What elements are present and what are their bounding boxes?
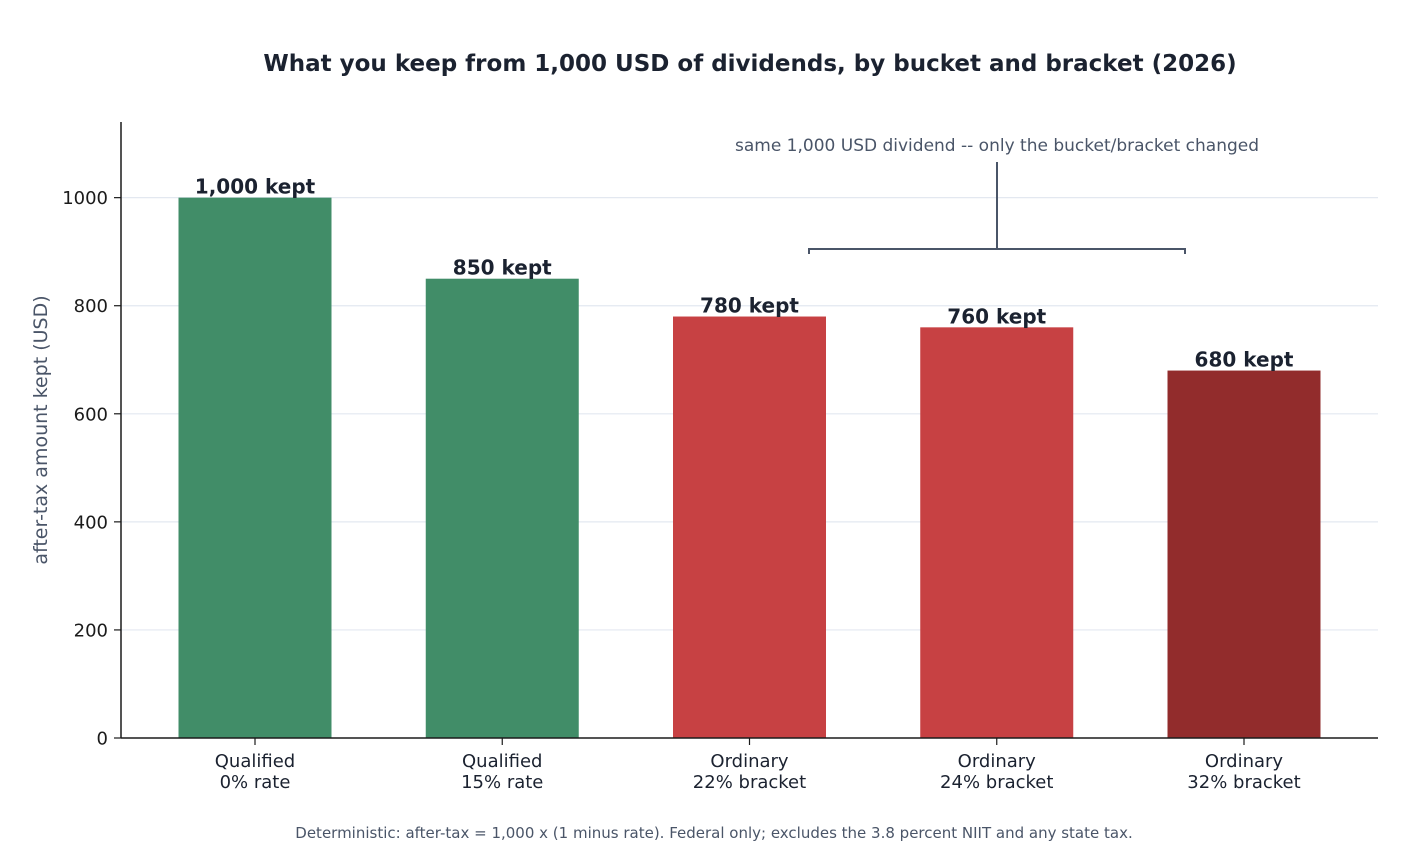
- chart-title: What you keep from 1,000 USD of dividend…: [263, 51, 1236, 77]
- x-tick-label: Ordinary: [1205, 751, 1284, 772]
- bar-series: [178, 197, 1321, 739]
- bracket-annotation: same 1,000 USD dividend -- only the buck…: [735, 136, 1259, 254]
- y-axis-ticks: 0 200 400 600 800 1000: [62, 188, 121, 750]
- x-tick-label: 32% bracket: [1187, 772, 1300, 793]
- bar: [178, 197, 332, 739]
- x-tick-label: Qualified: [215, 751, 295, 772]
- y-tick-label: 600: [74, 404, 108, 425]
- y-tick-label: 400: [74, 512, 108, 533]
- y-tick-label: 1000: [62, 188, 108, 209]
- x-tick-label: 15% rate: [461, 772, 543, 793]
- x-tick-label: 0% rate: [220, 772, 291, 793]
- bar: [920, 327, 1074, 738]
- y-axis-label: after-tax amount kept (USD): [30, 295, 52, 564]
- y-tick-label: 0: [97, 729, 108, 750]
- data-label: 780 kept: [700, 294, 799, 318]
- data-label: 850 kept: [453, 256, 552, 280]
- bar: [673, 316, 826, 738]
- x-tick-label: Ordinary: [710, 751, 789, 772]
- y-tick-label: 200: [74, 620, 108, 641]
- data-labels: 1,000 kept 850 kept 780 kept 760 kept 680 ke…: [195, 175, 1294, 372]
- annotation-text: same 1,000 USD dividend -- only the buck…: [735, 136, 1259, 156]
- x-tick-label: Qualified: [462, 751, 542, 772]
- data-label: 760 kept: [947, 304, 1046, 328]
- x-tick-label: 22% bracket: [693, 772, 806, 793]
- data-label: 1,000 kept: [195, 175, 316, 199]
- bracket-line: [808, 162, 1186, 254]
- x-tick-label: Ordinary: [958, 751, 1037, 772]
- bar: [425, 278, 579, 738]
- footnote: Deterministic: after-tax = 1,000 x (1 mi…: [295, 824, 1132, 842]
- bar: [1167, 370, 1321, 738]
- y-tick-label: 800: [74, 296, 108, 317]
- x-tick-label: 24% bracket: [940, 772, 1053, 793]
- data-label: 680 kept: [1195, 348, 1294, 372]
